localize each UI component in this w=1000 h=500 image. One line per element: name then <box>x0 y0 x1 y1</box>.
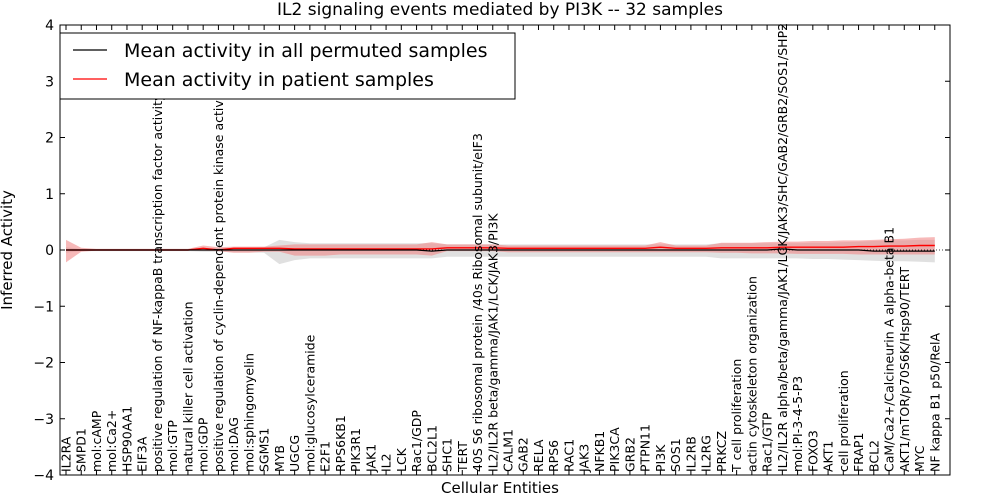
legend-box <box>59 32 516 100</box>
legend: Mean activity in all permuted samples Me… <box>59 32 516 100</box>
x-tick-label: NF kappa B1 p50/RelA <box>927 332 942 472</box>
x-tick-label: natural killer cell activation <box>180 301 195 472</box>
y-tick-label: −2 <box>33 356 54 372</box>
x-tick-label: NFKB1 <box>592 431 607 472</box>
y-tick-label: 0 <box>45 243 54 259</box>
x-tick-label: IL2 <box>379 453 394 472</box>
x-tick-label: IL2/IL2R beta/gamma/JAK1/LCK/JAK3/PI3K <box>485 213 500 472</box>
x-tick-label: Rac1/GTP <box>760 412 775 472</box>
x-tick-label: mol:Ca2+ <box>104 410 119 472</box>
x-tick-label: GRB2 <box>622 437 637 472</box>
y-axis-label: Inferred Activity <box>0 190 16 310</box>
x-tick-label: LCK <box>394 447 409 472</box>
x-tick-label: PTPN11 <box>638 424 653 472</box>
x-tick-label: TERT <box>455 441 470 473</box>
x-tick-label: PI3K <box>653 444 668 472</box>
x-tick-label: mol:PI-3-4-5-P3 <box>790 376 805 472</box>
x-tick-label: SGMS1 <box>257 428 272 472</box>
y-tick-label: −3 <box>33 412 54 428</box>
x-tick-label: IL2/IL2R alpha/beta/gamma/JAK1/LCK/JAK3/… <box>775 23 790 472</box>
x-tick-label: SHC1 <box>440 438 455 472</box>
x-tick-label: mol:GDP <box>196 417 211 472</box>
x-tick-label: Rac1/GDP <box>409 410 424 472</box>
x-tick-label: actin cytoskeleton organization <box>744 276 759 472</box>
x-tick-label: JAK3 <box>577 444 592 473</box>
x-tick-label: IL2RB <box>683 436 698 472</box>
x-tick-label: EIF3A <box>135 436 150 472</box>
y-tick-label: −1 <box>33 299 54 315</box>
x-tick-label: positive regulation of NF-kappaB transcr… <box>150 93 165 472</box>
x-axis-label: Cellular Entities <box>441 479 559 497</box>
x-tick-label: mol:cAMP <box>89 410 104 472</box>
y-tick-label: 3 <box>45 74 54 90</box>
x-tick-label: mol:GTP <box>165 420 180 472</box>
y-tick-label: −4 <box>33 468 54 484</box>
x-tick-label: IL2RG <box>699 435 714 472</box>
x-tick-label: CALM1 <box>501 429 516 472</box>
x-tick-label: SOS1 <box>668 438 683 472</box>
x-tick-label: mol:glucosylceramide <box>302 334 317 472</box>
x-tick-label: UGCG <box>287 435 302 472</box>
x-tick-label: FRAP1 <box>851 433 866 472</box>
x-tick-label: PIK3R1 <box>348 428 363 472</box>
x-tick-label: SMPD1 <box>74 428 89 472</box>
x-tick-label: CaM/Ca2+/Calcineurin A alpha-beta B1 <box>882 227 897 472</box>
y-tick-label: 4 <box>45 18 54 34</box>
x-tick-label: BCL2 <box>866 440 881 472</box>
x-tick-label: PRKCZ <box>714 431 729 472</box>
x-tick-label: positive regulation of cyclin-dependent … <box>211 84 226 472</box>
x-tick-label: 40S S6 ribosomal protein /40s Ribosomal … <box>470 133 485 472</box>
x-tick-label: RELA <box>531 439 546 472</box>
x-tick-label: RAC1 <box>561 439 576 472</box>
x-tick-label: BCL2L1 <box>424 425 439 472</box>
legend-permuted-label: Mean activity in all permuted samples <box>124 40 487 62</box>
x-tick-label: cell proliferation <box>836 370 851 472</box>
patient-mean-line <box>66 244 935 251</box>
y-tick-label: 2 <box>45 131 54 147</box>
x-tick-label: AKT1 <box>821 441 836 472</box>
x-tick-label: RPS6 <box>546 440 561 472</box>
x-tick-label: E2F1 <box>318 441 333 472</box>
x-tick-label: IL2RA <box>59 436 74 472</box>
x-tick-label: HSP90AA1 <box>119 406 134 472</box>
x-tick-label: MYB <box>272 445 287 472</box>
x-tick-label: AKT1/mTOR/p70S6K/Hsp90/TERT <box>897 266 912 472</box>
chart-title: IL2 signaling events mediated by PI3K --… <box>277 0 723 20</box>
x-tick-label: PIK3CA <box>607 427 622 472</box>
x-tick-label: FOXO3 <box>805 430 820 472</box>
x-tick-label: T cell proliferation <box>729 359 744 473</box>
x-tick-label: mol:DAG <box>226 417 241 472</box>
x-tick-label: MYC <box>912 445 927 472</box>
y-tick-label: 1 <box>45 187 54 203</box>
x-tick-label: GAB2 <box>516 437 531 472</box>
legend-patient-label: Mean activity in patient samples <box>124 69 434 91</box>
x-tick-label: JAK1 <box>363 444 378 473</box>
x-tick-label: mol:sphingomyelin <box>241 353 256 472</box>
x-tick-label: RPS6KB1 <box>333 415 348 472</box>
